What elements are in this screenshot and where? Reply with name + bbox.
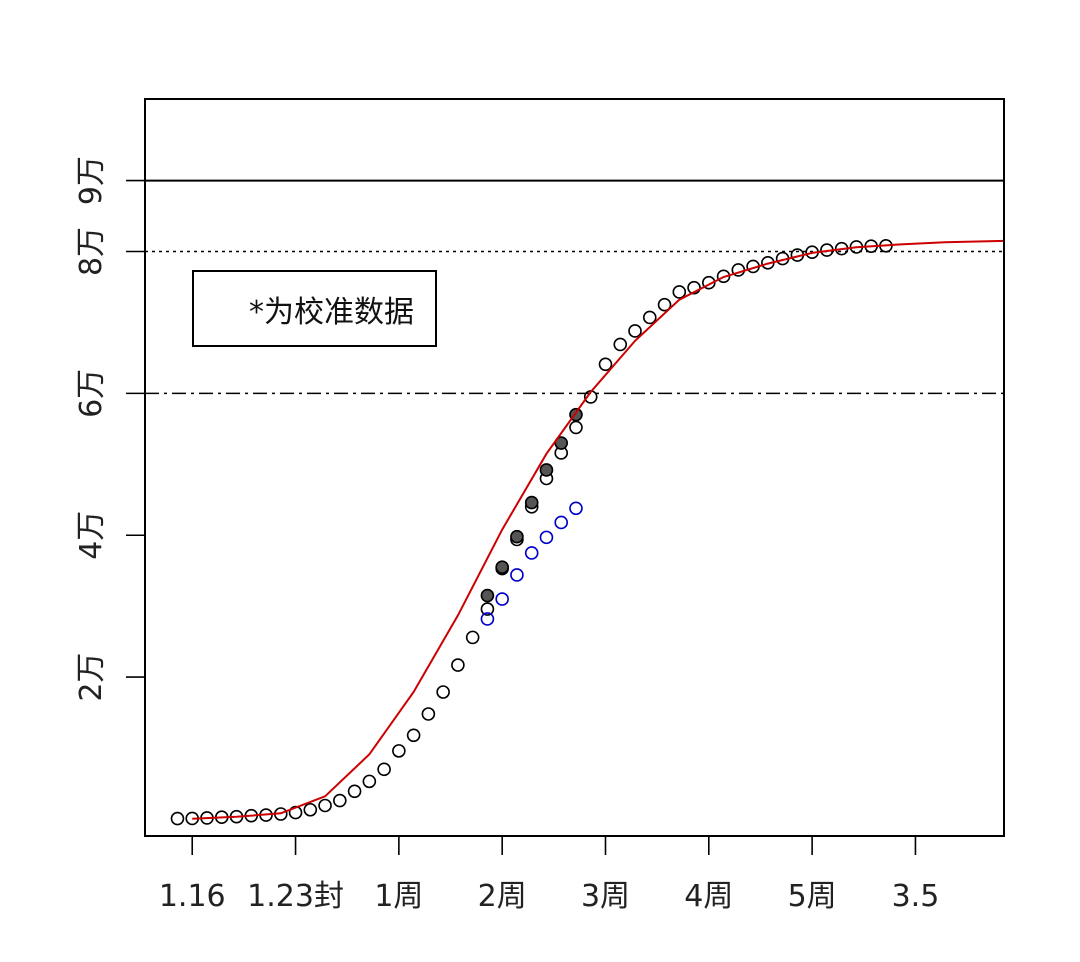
y-tick-label: 4万 bbox=[74, 511, 109, 560]
data-point bbox=[303, 802, 318, 817]
data-point bbox=[406, 728, 421, 743]
x-tick-label: 3周 bbox=[581, 879, 630, 914]
data-point bbox=[628, 324, 642, 338]
y-tick-label: 8万 bbox=[74, 227, 109, 276]
data-point bbox=[333, 793, 347, 808]
data-point bbox=[465, 630, 480, 645]
blue-data-point bbox=[539, 530, 554, 545]
legend-text: *为校准数据 bbox=[249, 295, 414, 330]
calibrated-point bbox=[510, 529, 524, 544]
x-tick-label: 2周 bbox=[478, 879, 527, 914]
calibrated-point bbox=[539, 463, 554, 477]
blue-data-point bbox=[510, 568, 524, 582]
data-point bbox=[642, 310, 657, 325]
blue-data-point bbox=[554, 515, 569, 530]
legend-box bbox=[192, 270, 437, 347]
x-tick-label: 4周 bbox=[684, 879, 733, 914]
data-point bbox=[687, 280, 701, 295]
x-tick-label: 1.16 bbox=[159, 879, 226, 914]
data-point bbox=[421, 707, 436, 721]
blue-data-point bbox=[569, 501, 583, 516]
calibrated-point bbox=[480, 588, 495, 603]
data-point bbox=[702, 275, 716, 290]
data-series bbox=[170, 239, 1005, 826]
data-point bbox=[377, 762, 391, 777]
calibrated-point bbox=[495, 560, 509, 574]
data-point bbox=[657, 297, 672, 312]
data-point bbox=[480, 602, 495, 616]
x-tick-label: 5周 bbox=[788, 879, 837, 914]
data-point bbox=[613, 337, 628, 352]
data-point bbox=[598, 357, 613, 372]
data-point bbox=[451, 658, 465, 672]
y-tick-label: 6万 bbox=[74, 369, 109, 418]
data-point bbox=[392, 744, 406, 758]
data-point bbox=[436, 685, 450, 699]
legend: *为校准数据 bbox=[192, 270, 437, 347]
y-tick-label: 9万 bbox=[74, 156, 109, 205]
data-point bbox=[347, 784, 362, 799]
data-point bbox=[318, 798, 332, 813]
x-tick-label: 3.5 bbox=[892, 879, 940, 914]
data-point bbox=[170, 811, 185, 826]
data-point bbox=[716, 269, 731, 284]
data-point bbox=[569, 420, 583, 435]
blue-data-point bbox=[495, 592, 509, 606]
y-axis: 2万 4万 6万 8万 9万 bbox=[74, 156, 145, 702]
blue-data-point bbox=[480, 612, 495, 626]
plot-frame bbox=[144, 98, 1005, 837]
data-point bbox=[672, 285, 687, 299]
x-tick-label: 1.23封 bbox=[247, 879, 344, 914]
calibrated-point bbox=[524, 495, 539, 510]
x-tick-label: 1周 bbox=[374, 879, 423, 914]
blue-data-point bbox=[524, 546, 539, 560]
y-tick-label: 2万 bbox=[74, 653, 109, 702]
data-point bbox=[362, 774, 377, 789]
fit-curve bbox=[192, 239, 1005, 820]
x-axis: 1.16 1.23封 1周 2周 3周 4周 5周 3.5 bbox=[159, 836, 939, 914]
